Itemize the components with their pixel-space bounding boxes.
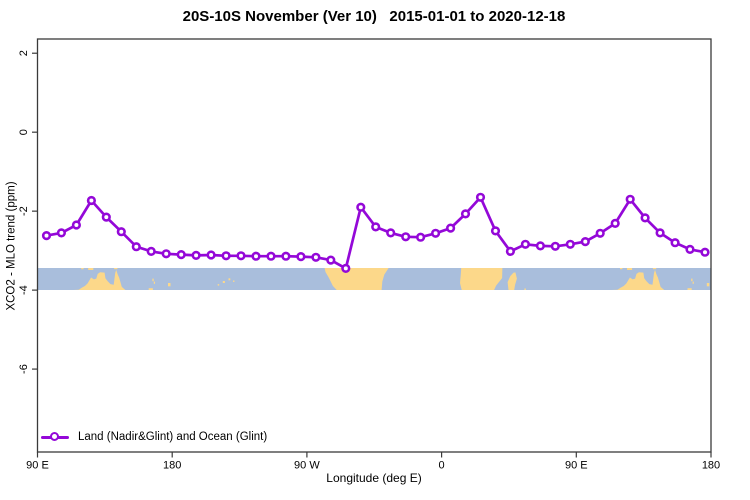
data-point-marker — [416, 232, 426, 242]
data-point-marker — [460, 209, 471, 219]
data-point-marker — [610, 218, 620, 228]
y-tick-label-3: -4 — [18, 285, 30, 295]
land-speck-sumba — [620, 268, 623, 270]
data-point-marker — [520, 239, 531, 249]
data-series-line — [45, 195, 707, 270]
plot-frame — [36, 38, 712, 453]
data-point-marker — [146, 246, 156, 256]
legend-line-sample — [41, 432, 69, 442]
data-point-marker — [505, 246, 516, 256]
data-point-marker — [176, 250, 186, 260]
data-point-marker — [206, 250, 216, 260]
land-speck-polynesia-2 — [222, 281, 225, 283]
data-point-marker — [401, 232, 411, 242]
data-point-marker — [670, 238, 680, 248]
y-tick-label-4: -6 — [18, 364, 30, 374]
data-point-marker — [640, 213, 650, 223]
land-speck-vanuatu-north — [152, 278, 154, 282]
data-point-marker — [685, 244, 695, 254]
x-tick-label-2: 90 W — [294, 460, 320, 472]
land-speck-fiji — [168, 283, 171, 287]
land-speck-timor — [88, 268, 94, 270]
data-point-marker — [86, 195, 96, 206]
y-tick-label-0: 2 — [18, 50, 30, 56]
land-speck-polynesia-4 — [233, 280, 235, 282]
data-point-marker — [236, 251, 246, 261]
data-point-marker — [41, 231, 52, 241]
land-speck-polynesia-3 — [228, 278, 231, 281]
data-point-marker — [655, 228, 665, 238]
data-point-marker — [595, 228, 605, 238]
data-point-marker — [56, 228, 67, 238]
x-axis-label: Longitude (deg E) — [326, 471, 422, 485]
land-speck-sumba — [81, 268, 84, 270]
data-point-marker — [266, 251, 276, 261]
data-point-marker — [386, 228, 396, 238]
data-point-marker — [116, 227, 126, 237]
data-point-marker — [221, 251, 231, 261]
x-tick-label-4: 90 E — [565, 460, 588, 472]
legend-circle-marker-icon — [50, 432, 59, 441]
land-speck-new-caledonia — [148, 288, 153, 290]
data-point-marker — [251, 251, 261, 261]
x-tick-label-5: 180 — [702, 460, 720, 472]
data-point-marker — [326, 255, 336, 265]
land-shape-madagascar — [507, 272, 517, 290]
data-point-marker — [356, 202, 366, 212]
land-shape-australia — [611, 269, 665, 290]
legend: Land (Nadir&Glint) and Ocean (Glint) — [41, 429, 267, 445]
x-tick-label-1: 180 — [163, 460, 181, 472]
data-point-marker — [296, 252, 306, 262]
data-point-marker — [535, 241, 546, 251]
chart-title: 20S-10S November (Ver 10) 2015-01-01 to … — [182, 8, 566, 25]
data-point-marker — [625, 194, 635, 204]
data-point-marker — [550, 241, 560, 251]
data-point-marker — [341, 263, 351, 274]
land-speck-new-caledonia — [687, 288, 692, 290]
data-point-marker — [565, 239, 575, 249]
land-speck-polynesia-1 — [217, 284, 220, 286]
y-tick-label-2: -2 — [18, 206, 30, 216]
land-shape-australia — [73, 269, 126, 290]
data-point-marker — [191, 250, 201, 260]
data-point-marker — [71, 220, 81, 230]
data-point-marker — [475, 192, 486, 202]
land-speck-vanuatu-south — [153, 281, 155, 284]
land-speck-new-guinea-south — [114, 268, 118, 270]
land-speck-mauritius — [524, 288, 526, 290]
x-tick-label-0: 90 E — [26, 460, 49, 472]
data-point-marker — [490, 226, 501, 236]
land-speck-timor — [627, 268, 633, 270]
data-point-marker — [161, 249, 171, 259]
land-speck-vanuatu-south — [692, 281, 694, 284]
data-point-marker — [446, 223, 456, 233]
land-shapes-group — [73, 268, 710, 290]
x-tick-label-3: 0 — [439, 460, 445, 472]
land-speck-vanuatu-north — [691, 278, 693, 282]
land-shape-south-america — [324, 268, 389, 290]
data-point-marker — [431, 228, 441, 238]
data-point-marker — [700, 247, 710, 257]
legend-label: Land (Nadir&Glint) and Ocean (Glint) — [78, 431, 268, 443]
land-speck-new-guinea-south — [652, 268, 657, 270]
data-point-marker — [311, 252, 321, 262]
data-point-marker — [580, 237, 590, 247]
data-point-marker — [371, 222, 381, 232]
data-point-marker — [101, 212, 111, 222]
land-speck-fiji — [706, 283, 710, 287]
land-shape-africa — [460, 268, 503, 290]
data-point-marker — [131, 242, 141, 252]
y-tick-label-1: 0 — [18, 129, 30, 135]
data-point-marker — [281, 251, 291, 261]
